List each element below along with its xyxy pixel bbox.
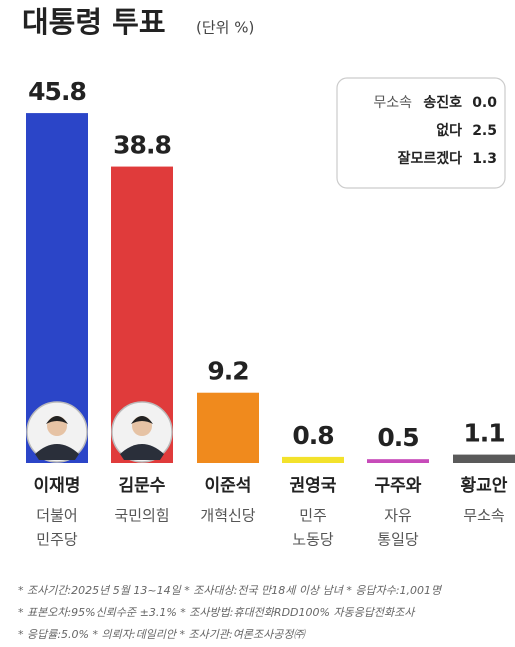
- others-box: [336, 77, 506, 189]
- value-label: 45.8: [28, 77, 86, 106]
- footnote: * 조사기간:2025년 5월 13~14일 * 조사대상:전국 만18세 이상…: [18, 584, 443, 597]
- value-label: 0.5: [377, 423, 418, 452]
- bar: [197, 392, 259, 463]
- others-value: 2.5: [472, 123, 497, 139]
- footnote: * 응답률:5.0% * 의뢰자:데일리안 * 조사기관:여론조사공정㈜: [18, 628, 306, 641]
- others-name: 잘모르겠다: [398, 150, 463, 167]
- x-tick-label: 이준석: [205, 476, 252, 496]
- party-label: 통일당: [377, 531, 419, 549]
- photo-hair: [131, 416, 153, 424]
- chart-subtitle: (단위 %): [196, 19, 254, 37]
- party-label: 무소속: [463, 507, 505, 525]
- party-label: 자유: [384, 507, 412, 525]
- others-party: 무소속: [373, 95, 412, 111]
- others-name: 없다: [436, 123, 462, 139]
- others-value: 0.0: [472, 95, 497, 111]
- x-tick-label: 구주와: [375, 476, 422, 496]
- x-tick-label: 이재명: [34, 476, 81, 496]
- x-tick-label: 김문수: [119, 476, 166, 496]
- others-value: 1.3: [472, 151, 497, 167]
- x-tick-label: 권영국: [290, 476, 337, 496]
- others-name: 송진호: [423, 94, 462, 111]
- bar: [282, 456, 344, 463]
- value-label: 9.2: [207, 357, 248, 386]
- party-label: 노동당: [292, 531, 334, 549]
- photo-suit: [120, 444, 164, 460]
- bar: [367, 459, 429, 463]
- chart-title: 대통령 투표: [22, 5, 166, 39]
- photo-hair: [46, 416, 68, 424]
- footnote: * 표본오차:95%신뢰수준 ±3.1% * 조사방법:휴대전화RDD100% …: [18, 606, 416, 619]
- party-label: 국민의힘: [114, 507, 169, 525]
- party-label: 민주: [299, 507, 327, 525]
- value-label: 38.8: [113, 131, 171, 160]
- x-tick-label: 황교안: [461, 476, 508, 496]
- party-label: 민주당: [36, 531, 78, 549]
- value-label: 0.8: [292, 421, 333, 450]
- value-label: 1.1: [463, 419, 504, 448]
- party-label: 더불어: [36, 507, 77, 525]
- party-label: 개혁신당: [200, 507, 255, 525]
- photo-suit: [35, 444, 79, 460]
- bar: [453, 454, 515, 463]
